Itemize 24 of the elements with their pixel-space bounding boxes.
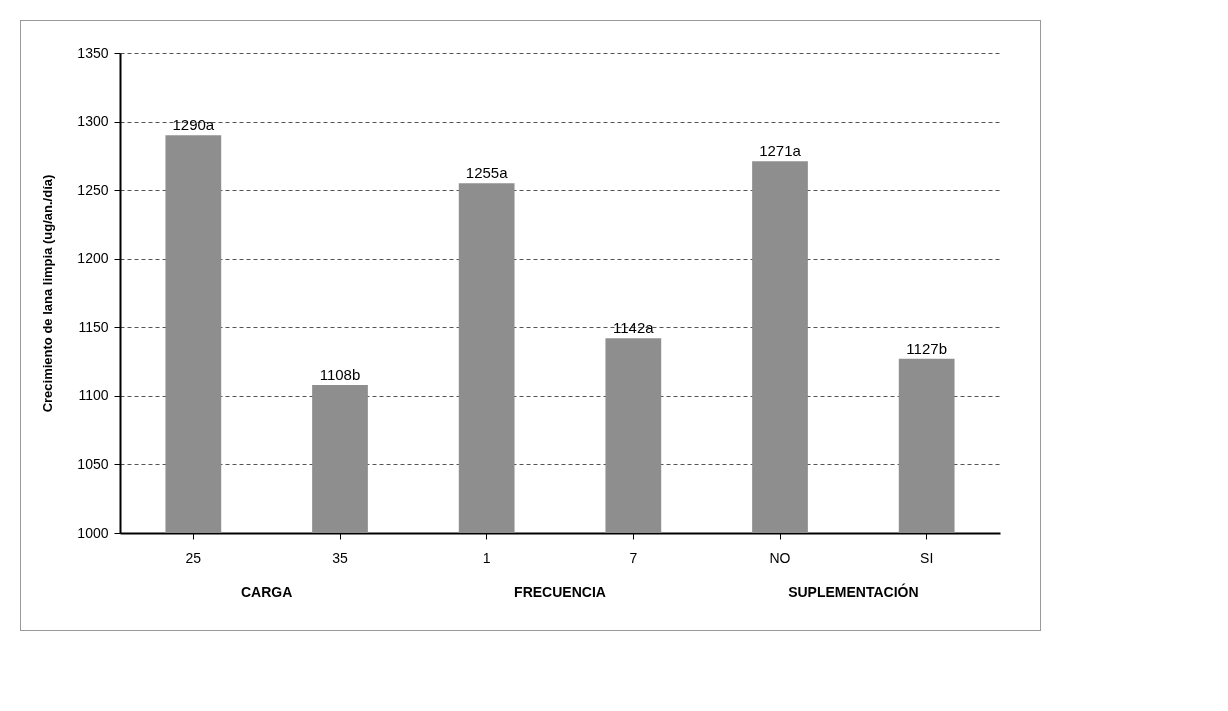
- data-label: 1142a: [613, 319, 655, 337]
- x-tick-label: 7: [629, 549, 638, 566]
- x-tick-label: SI: [920, 549, 934, 566]
- y-axis-title: Crecimiento de lana limpia (ug/an./día): [40, 174, 56, 413]
- y-tick-label: 1050: [77, 455, 109, 472]
- text: FRECUENCIA: [514, 584, 606, 600]
- text: CARGA: [240, 584, 293, 600]
- x-tick-label: 25: [185, 549, 202, 566]
- y-tick-label: 1150: [78, 318, 109, 335]
- y-tick-label: 1000: [77, 524, 109, 541]
- data-label: 1108b: [319, 365, 361, 383]
- x-tick-label: 1: [482, 549, 491, 566]
- data-label: 1127b: [906, 339, 947, 357]
- text: SUPLEMENTACIÓN: [788, 583, 919, 600]
- data-label: 1271a: [759, 142, 802, 160]
- y-tick-label: 1200: [77, 250, 109, 267]
- y-tick-label: 1300: [77, 113, 109, 130]
- data-label: 1255a: [465, 164, 509, 182]
- x-tick-label: NO: [769, 549, 791, 566]
- y-tick-label: 1350: [77, 44, 109, 61]
- data-label: 1290a: [172, 116, 215, 134]
- y-tick-label: 1100: [78, 387, 109, 404]
- y-tick-label: 1250: [77, 181, 109, 198]
- x-tick-label: 35: [332, 549, 348, 566]
